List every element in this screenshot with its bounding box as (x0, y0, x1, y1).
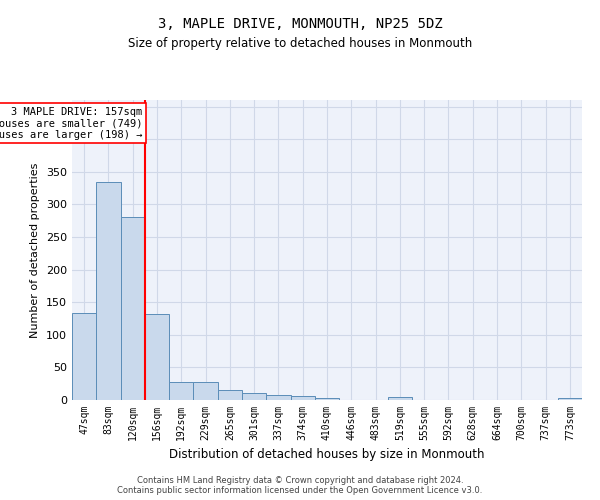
Bar (242, 393, 266, 400)
Bar (169, 382, 193, 400)
Text: 3, MAPLE DRIVE, MONMOUTH, NP25 5DZ: 3, MAPLE DRIVE, MONMOUTH, NP25 5DZ (158, 18, 442, 32)
Text: 3 MAPLE DRIVE: 157sqm
← 79% of detached houses are smaller (749)
21% of semi-det: 3 MAPLE DRIVE: 157sqm ← 79% of detached … (0, 106, 142, 140)
Bar (193, 382, 218, 400)
Bar (388, 398, 412, 400)
Text: Size of property relative to detached houses in Monmouth: Size of property relative to detached ho… (128, 38, 472, 51)
Bar (315, 398, 339, 400)
Bar (218, 390, 242, 400)
X-axis label: Distribution of detached houses by size in Monmouth: Distribution of detached houses by size … (169, 448, 485, 462)
Bar (145, 314, 169, 400)
Bar (96, 182, 121, 400)
Bar (72, 312, 96, 400)
Text: Contains HM Land Registry data © Crown copyright and database right 2024.
Contai: Contains HM Land Registry data © Crown c… (118, 476, 482, 495)
Bar (121, 216, 145, 400)
Bar (266, 396, 290, 400)
Y-axis label: Number of detached properties: Number of detached properties (31, 162, 40, 338)
Bar (290, 396, 315, 400)
Bar (558, 398, 582, 400)
